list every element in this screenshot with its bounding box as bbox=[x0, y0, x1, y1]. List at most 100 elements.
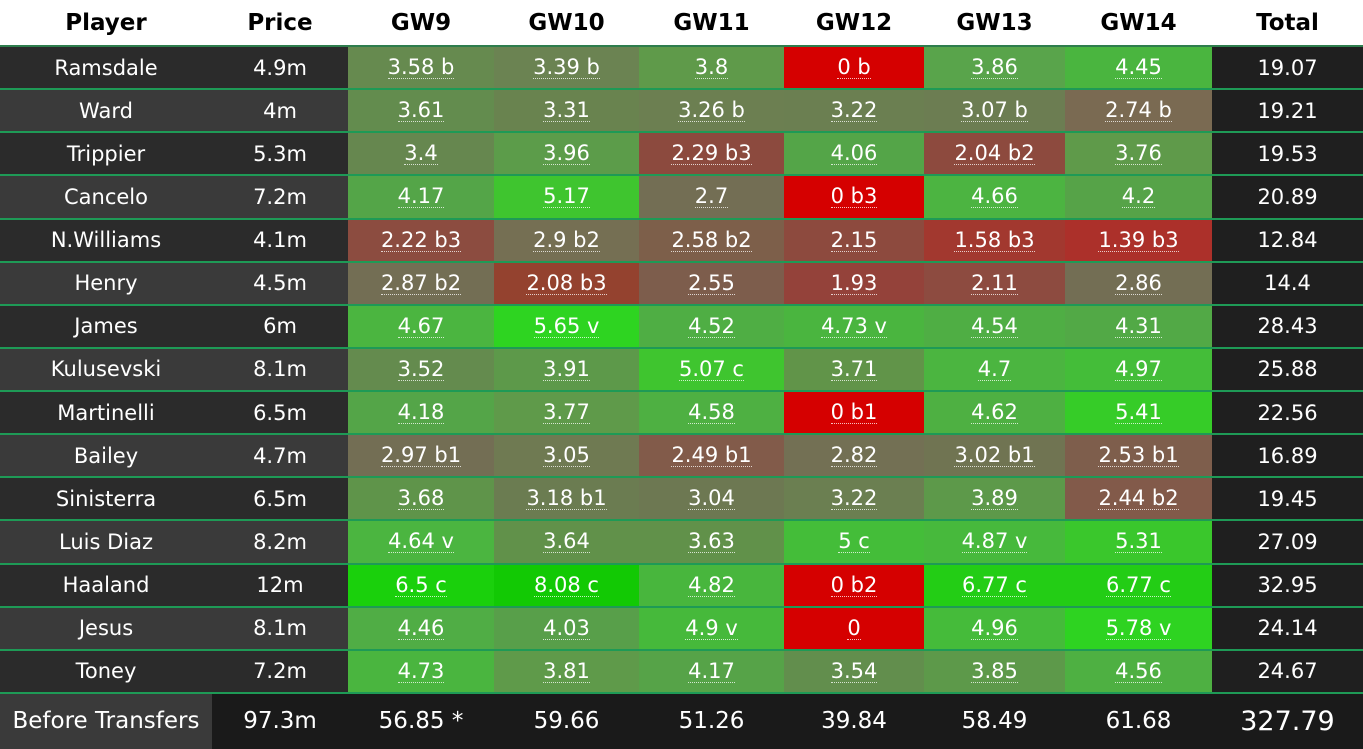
gameweek-cell[interactable]: 3.26 b bbox=[639, 90, 784, 134]
gameweek-cell[interactable]: 2.53 b1 bbox=[1065, 435, 1212, 479]
gameweek-cell[interactable]: 2.22 b3 bbox=[348, 219, 494, 263]
gameweek-cell[interactable]: 2.74 b bbox=[1065, 90, 1212, 134]
gameweek-cell[interactable]: 4.17 bbox=[639, 650, 784, 694]
gameweek-cell[interactable]: 4.46 bbox=[348, 607, 494, 651]
gameweek-cell[interactable]: 8.08 c bbox=[494, 564, 639, 608]
gameweek-cell[interactable]: 2.82 bbox=[784, 435, 924, 479]
player-name[interactable]: Haaland bbox=[0, 564, 212, 608]
gameweek-cell[interactable]: 4.06 bbox=[784, 133, 924, 177]
gameweek-cell[interactable]: 6.5 c bbox=[348, 564, 494, 608]
gameweek-cell[interactable]: 3.18 b1 bbox=[494, 478, 639, 522]
gameweek-cell[interactable]: 4.73 v bbox=[784, 305, 924, 349]
gameweek-cell[interactable]: 3.91 bbox=[494, 348, 639, 392]
player-name[interactable]: Bailey bbox=[0, 435, 212, 479]
player-name[interactable]: Ramsdale bbox=[0, 47, 212, 91]
gameweek-cell[interactable]: 0 b3 bbox=[784, 176, 924, 220]
column-header-gw14[interactable]: GW14 bbox=[1065, 0, 1212, 47]
gameweek-cell[interactable]: 4.87 v bbox=[924, 521, 1065, 565]
gameweek-cell[interactable]: 4.03 bbox=[494, 607, 639, 651]
player-name[interactable]: Henry bbox=[0, 262, 212, 306]
gameweek-cell[interactable]: 3.8 bbox=[639, 47, 784, 91]
player-name[interactable]: Toney bbox=[0, 650, 212, 694]
gameweek-cell[interactable]: 4.17 bbox=[348, 176, 494, 220]
player-name[interactable]: Cancelo bbox=[0, 176, 212, 220]
column-header-total[interactable]: Total bbox=[1212, 0, 1363, 47]
gameweek-cell[interactable]: 2.04 b2 bbox=[924, 133, 1065, 177]
gameweek-cell[interactable]: 4.7 bbox=[924, 348, 1065, 392]
gameweek-cell[interactable]: 3.61 bbox=[348, 90, 494, 134]
gameweek-cell[interactable]: 4.45 bbox=[1065, 47, 1212, 91]
gameweek-cell[interactable]: 2.7 bbox=[639, 176, 784, 220]
gameweek-cell[interactable]: 0 b1 bbox=[784, 392, 924, 436]
gameweek-cell[interactable]: 2.11 bbox=[924, 262, 1065, 306]
gameweek-cell[interactable]: 3.04 bbox=[639, 478, 784, 522]
gameweek-cell[interactable]: 5.07 c bbox=[639, 348, 784, 392]
gameweek-cell[interactable]: 5.41 bbox=[1065, 392, 1212, 436]
player-name[interactable]: Ward bbox=[0, 90, 212, 134]
gameweek-cell[interactable]: 3.39 b bbox=[494, 47, 639, 91]
gameweek-cell[interactable]: 0 b2 bbox=[784, 564, 924, 608]
gameweek-cell[interactable]: 3.77 bbox=[494, 392, 639, 436]
column-header-gw11[interactable]: GW11 bbox=[639, 0, 784, 47]
gameweek-cell[interactable]: 4.62 bbox=[924, 392, 1065, 436]
column-header-gw10[interactable]: GW10 bbox=[494, 0, 639, 47]
gameweek-cell[interactable]: 2.15 bbox=[784, 219, 924, 263]
gameweek-cell[interactable]: 3.07 b bbox=[924, 90, 1065, 134]
gameweek-cell[interactable]: 4.54 bbox=[924, 305, 1065, 349]
player-name[interactable]: Martinelli bbox=[0, 392, 212, 436]
gameweek-cell[interactable]: 3.22 bbox=[784, 478, 924, 522]
gameweek-cell[interactable]: 4.31 bbox=[1065, 305, 1212, 349]
gameweek-cell[interactable]: 4.18 bbox=[348, 392, 494, 436]
gameweek-cell[interactable]: 2.58 b2 bbox=[639, 219, 784, 263]
gameweek-cell[interactable]: 3.58 b bbox=[348, 47, 494, 91]
gameweek-cell[interactable]: 0 b bbox=[784, 47, 924, 91]
column-header-gw9[interactable]: GW9 bbox=[348, 0, 494, 47]
column-header-gw12[interactable]: GW12 bbox=[784, 0, 924, 47]
player-name[interactable]: Luis Diaz bbox=[0, 521, 212, 565]
gameweek-cell[interactable]: 3.71 bbox=[784, 348, 924, 392]
gameweek-cell[interactable]: 4.56 bbox=[1065, 650, 1212, 694]
gameweek-cell[interactable]: 3.81 bbox=[494, 650, 639, 694]
gameweek-cell[interactable]: 2.44 b2 bbox=[1065, 478, 1212, 522]
player-name[interactable]: Kulusevski bbox=[0, 348, 212, 392]
gameweek-cell[interactable]: 5.17 bbox=[494, 176, 639, 220]
player-name[interactable]: N.Williams bbox=[0, 219, 212, 263]
gameweek-cell[interactable]: 4.97 bbox=[1065, 348, 1212, 392]
gameweek-cell[interactable]: 4.66 bbox=[924, 176, 1065, 220]
gameweek-cell[interactable]: 5 c bbox=[784, 521, 924, 565]
gameweek-cell[interactable]: 3.68 bbox=[348, 478, 494, 522]
player-name[interactable]: Trippier bbox=[0, 133, 212, 177]
player-name[interactable]: Sinisterra bbox=[0, 478, 212, 522]
gameweek-cell[interactable]: 3.76 bbox=[1065, 133, 1212, 177]
column-header-gw13[interactable]: GW13 bbox=[924, 0, 1065, 47]
gameweek-cell[interactable]: 3.54 bbox=[784, 650, 924, 694]
gameweek-cell[interactable]: 4.52 bbox=[639, 305, 784, 349]
gameweek-cell[interactable]: 2.87 b2 bbox=[348, 262, 494, 306]
gameweek-cell[interactable]: 1.93 bbox=[784, 262, 924, 306]
gameweek-cell[interactable]: 3.89 bbox=[924, 478, 1065, 522]
gameweek-cell[interactable]: 4.64 v bbox=[348, 521, 494, 565]
gameweek-cell[interactable]: 5.31 bbox=[1065, 521, 1212, 565]
gameweek-cell[interactable]: 4.58 bbox=[639, 392, 784, 436]
gameweek-cell[interactable]: 2.55 bbox=[639, 262, 784, 306]
gameweek-cell[interactable]: 3.85 bbox=[924, 650, 1065, 694]
player-name[interactable]: James bbox=[0, 305, 212, 349]
gameweek-cell[interactable]: 3.63 bbox=[639, 521, 784, 565]
gameweek-cell[interactable]: 5.65 v bbox=[494, 305, 639, 349]
gameweek-cell[interactable]: 3.02 b1 bbox=[924, 435, 1065, 479]
gameweek-cell[interactable]: 2.49 b1 bbox=[639, 435, 784, 479]
gameweek-cell[interactable]: 3.96 bbox=[494, 133, 639, 177]
gameweek-cell[interactable]: 6.77 c bbox=[1065, 564, 1212, 608]
gameweek-cell[interactable]: 3.22 bbox=[784, 90, 924, 134]
gameweek-cell[interactable]: 3.52 bbox=[348, 348, 494, 392]
gameweek-cell[interactable]: 3.05 bbox=[494, 435, 639, 479]
gameweek-cell[interactable]: 3.64 bbox=[494, 521, 639, 565]
gameweek-cell[interactable]: 3.31 bbox=[494, 90, 639, 134]
gameweek-cell[interactable]: 4.73 bbox=[348, 650, 494, 694]
gameweek-cell[interactable]: 2.97 b1 bbox=[348, 435, 494, 479]
gameweek-cell[interactable]: 3.4 bbox=[348, 133, 494, 177]
gameweek-cell[interactable]: 4.9 v bbox=[639, 607, 784, 651]
column-header-player[interactable]: Player bbox=[0, 0, 212, 47]
gameweek-cell[interactable]: 5.78 v bbox=[1065, 607, 1212, 651]
gameweek-cell[interactable]: 1.39 b3 bbox=[1065, 219, 1212, 263]
